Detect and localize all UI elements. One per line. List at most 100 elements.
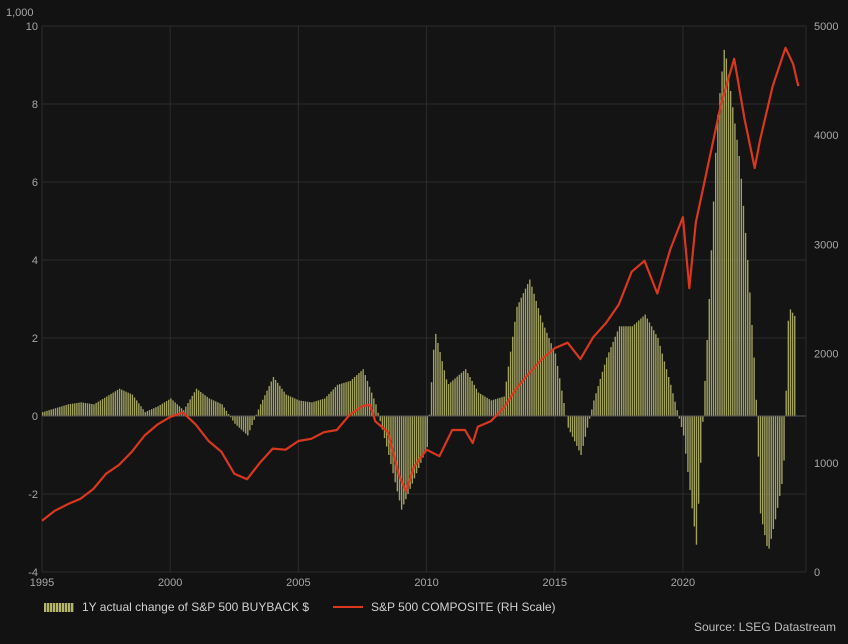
buyback-bar — [379, 416, 381, 422]
buyback-bar — [368, 386, 371, 416]
buyback-bar — [712, 201, 715, 416]
buyback-bar — [497, 398, 499, 416]
buyback-bar — [569, 416, 572, 433]
buyback-bar — [413, 416, 416, 479]
buyback-bar — [148, 410, 151, 416]
buyback-bar — [168, 399, 170, 416]
buyback-bar — [772, 416, 775, 530]
buyback-bar — [125, 391, 127, 416]
buyback-bar — [150, 409, 153, 416]
buyback-bar — [398, 416, 401, 501]
buyback-bar — [131, 394, 134, 416]
buyback-bar — [588, 416, 591, 419]
buyback-bar — [544, 327, 546, 416]
buyback-bar — [518, 302, 520, 416]
buyback-bar — [539, 315, 542, 416]
buyback-bar — [360, 371, 362, 416]
buyback-bar — [142, 409, 144, 416]
buyback-bar — [362, 369, 364, 416]
buyback-bar — [54, 408, 57, 416]
buyback-bar — [736, 139, 738, 416]
buyback-bar — [356, 375, 358, 416]
buyback-bar — [274, 379, 277, 416]
buyback-bar — [428, 414, 431, 416]
buyback-bar — [129, 393, 131, 416]
buyback-bar — [650, 326, 653, 416]
buyback-bar — [640, 318, 642, 416]
buyback-bar — [747, 260, 749, 416]
buyback-bar — [492, 399, 495, 416]
buyback-bar — [685, 416, 687, 454]
buyback-bar — [80, 402, 82, 416]
buyback-bar — [394, 416, 396, 483]
buyback-bar — [561, 390, 563, 416]
buyback-bar — [533, 293, 535, 416]
buyback-bar — [114, 391, 117, 416]
buyback-bar — [751, 325, 753, 416]
buyback-bar — [695, 416, 698, 545]
buyback-bar — [78, 402, 80, 416]
buyback-bar — [202, 393, 204, 416]
buyback-bar — [576, 416, 578, 446]
buyback-bar — [123, 390, 125, 416]
buyback-bar — [136, 400, 138, 416]
buyback-bar — [734, 123, 736, 416]
buyback-bar — [687, 416, 689, 472]
buyback-bar — [571, 416, 574, 437]
y-left-tick-label: -4 — [28, 567, 38, 579]
buyback-bar — [494, 399, 497, 416]
buyback-bar — [415, 416, 418, 474]
buyback-bar — [625, 326, 627, 416]
buyback-bar — [678, 416, 681, 419]
buyback-bar — [691, 416, 693, 509]
buyback-bar — [524, 288, 527, 416]
buyback-bar — [597, 386, 599, 416]
buyback-bar — [670, 384, 672, 416]
buyback-bar — [757, 416, 760, 457]
buyback-bar — [512, 336, 514, 416]
buyback-bar — [477, 392, 480, 416]
buyback-bar — [426, 416, 428, 448]
buyback-bar — [281, 388, 283, 416]
buyback-bar — [257, 409, 260, 416]
x-tick-label: 2020 — [671, 577, 695, 589]
buyback-bar — [266, 390, 268, 416]
buyback-bar — [74, 403, 76, 416]
buyback-bar — [674, 401, 676, 416]
buyback-bar — [441, 361, 443, 416]
buyback-bar — [289, 396, 292, 416]
y-right-tick-label: 5000 — [814, 21, 838, 33]
buyback-bar — [140, 406, 142, 416]
buyback-bar — [193, 392, 196, 416]
buyback-bar — [212, 400, 215, 416]
buyback-bar — [635, 322, 638, 416]
buyback-bar — [768, 416, 770, 549]
buyback-bar — [614, 336, 616, 416]
buyback-bar — [499, 397, 501, 416]
buyback-bar — [633, 324, 636, 416]
buyback-bar — [667, 377, 670, 416]
buyback-bar — [791, 312, 794, 416]
buyback-bar — [744, 232, 747, 416]
buyback-bar — [187, 403, 189, 416]
buyback-bar — [144, 412, 146, 416]
buyback-bar — [287, 395, 290, 416]
buyback-bar — [375, 404, 377, 416]
buyback-bar — [708, 299, 710, 416]
buyback-bar — [729, 91, 732, 416]
buyback-bar — [153, 408, 155, 416]
buyback-bar — [268, 386, 270, 416]
buyback-bar — [118, 388, 121, 416]
buyback-bar — [608, 352, 610, 416]
buyback-bar — [366, 380, 369, 416]
buyback-bar — [409, 416, 411, 489]
buyback-bar — [593, 400, 595, 416]
buyback-bar — [82, 402, 84, 416]
buyback-bar — [548, 338, 550, 416]
buyback-bar — [163, 402, 166, 416]
buyback-bar — [377, 412, 379, 416]
buyback-bar — [458, 374, 461, 416]
buyback-bar — [108, 395, 110, 416]
buyback-bar — [106, 396, 108, 416]
buyback-bar — [467, 373, 469, 416]
